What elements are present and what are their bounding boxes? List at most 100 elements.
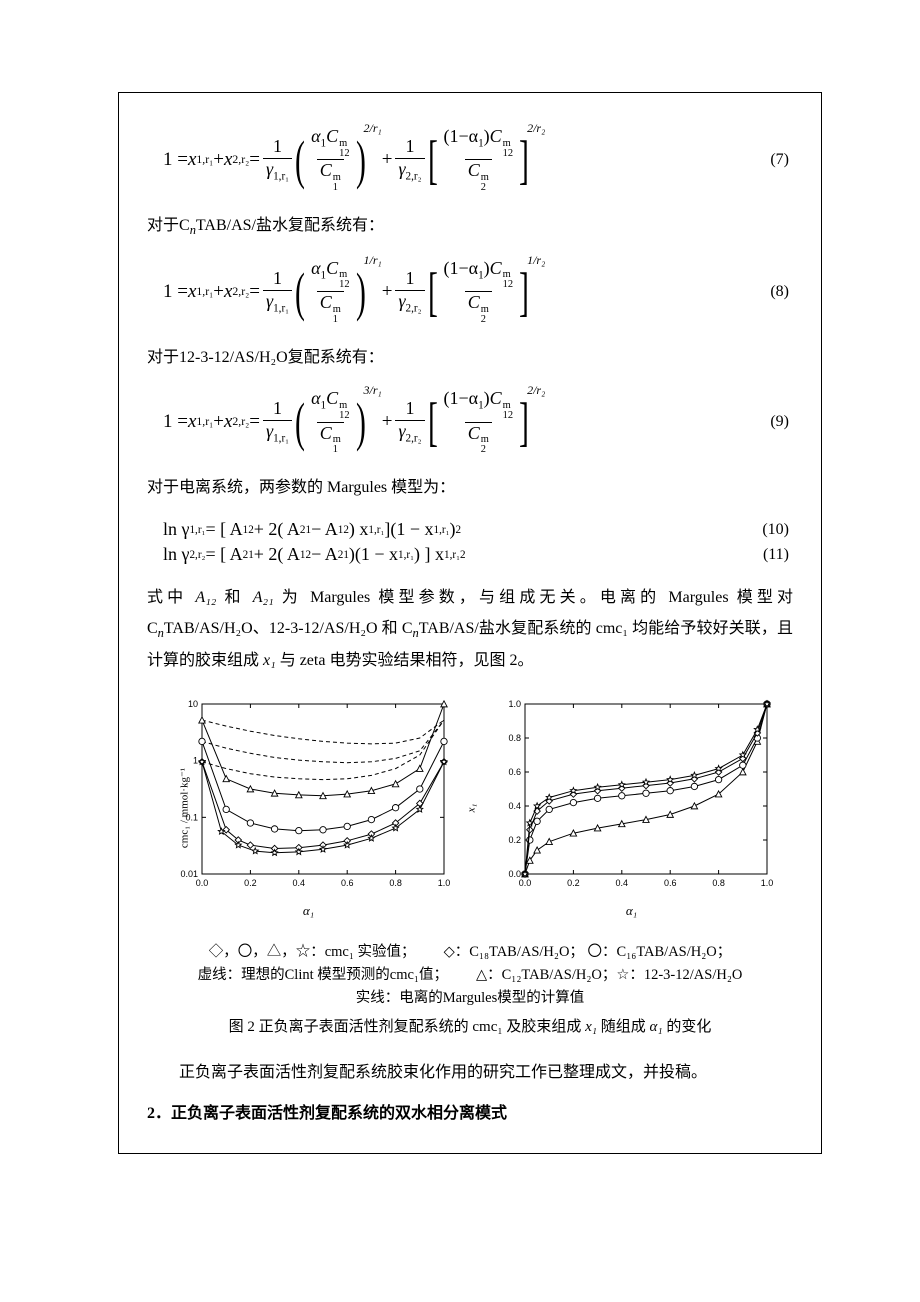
eq8-p1a: α xyxy=(311,258,320,278)
eq9-f1n: 1 xyxy=(270,399,285,420)
p1b: TAB/AS/盐水复配系统有： xyxy=(196,217,384,234)
svg-text:1.0: 1.0 xyxy=(437,878,450,888)
eq7-exp2: 2/r₂ xyxy=(527,121,545,136)
eq7-p2bb: 12 xyxy=(503,149,513,159)
eq11-sq: 2 xyxy=(460,549,466,561)
eq8-pl1: + xyxy=(213,281,224,303)
eq8-x2s: 2,r₂ xyxy=(232,285,249,299)
chart-right-svg: 0.00.20.40.60.81.00.00.20.40.60.81.0 xyxy=(487,696,777,896)
cap-a: 图 2 正负离子表面活性剂复配系统的 cmc₁ 及胶束组成 xyxy=(229,1019,585,1035)
cap-b: 随组成 xyxy=(597,1019,650,1035)
equation-8: 1 = x1,r₁ + x2,r₂ = 1γ1,r₁ ( α1Cm12Cm1 )… xyxy=(147,259,793,325)
page-frame: 1 = x1,r₁ + x2,r₂ = 1 γ1,r₁ ( α1Cm12 Cm1… xyxy=(118,92,822,1154)
eq7-lhs: 1 = xyxy=(163,149,188,171)
figure-2-legend: ◇，〇，△，☆：cmc₁ 实验值； ◇：C₁₈TAB/AS/H₂O； 〇：C₁₆… xyxy=(155,941,785,1011)
eq9-p1bb: 12 xyxy=(339,411,349,421)
svg-text:0.2: 0.2 xyxy=(567,878,580,888)
eq8-p1bb: 12 xyxy=(339,280,349,290)
leg-r1c1: ◇，〇，△，☆：cmc₁ 实验值； xyxy=(195,941,430,964)
eq7-frac2: 1 γ2,r₂ xyxy=(395,137,424,183)
eq7-exp1: 2/r₁ xyxy=(364,121,382,136)
eq10-a: = [ A xyxy=(205,519,242,540)
para-3: 对于电离系统，两参数的 Margules 模型为： xyxy=(147,473,793,503)
svg-text:0.0: 0.0 xyxy=(518,878,531,888)
svg-text:1.0: 1.0 xyxy=(760,878,773,888)
eq7-p1b: C xyxy=(326,126,338,146)
eq7-eq: = xyxy=(249,149,260,171)
eq8-p2b: C xyxy=(490,258,502,278)
eq10-lhs: ln γ xyxy=(163,519,189,540)
eq7-f1-num: 1 xyxy=(270,137,285,158)
eq7-num: (7) xyxy=(729,151,793,169)
svg-text:0.2: 0.2 xyxy=(244,878,257,888)
svg-text:0.01: 0.01 xyxy=(180,869,198,879)
figure-2-charts: cmc₁ / mmol·kg⁻¹ 0.00.20.40.60.81.00.010… xyxy=(147,696,793,919)
p4-A21: A₂₁ xyxy=(253,589,274,606)
eq11-body: ln γ2,r₂ = [ A21 + 2( A12 − A21 )(1 − x1… xyxy=(147,544,729,565)
eq8-e1: 1/r₁ xyxy=(364,253,382,268)
eq8-f1n: 1 xyxy=(270,269,285,290)
eq11-xs2: 1,r₁ xyxy=(444,549,460,561)
eq7-plus1: + xyxy=(213,149,224,171)
eq8-p1db: 1 xyxy=(333,315,341,325)
para-2: 对于12-3-12/AS/H₂O复配系统有： xyxy=(147,343,793,373)
eq9-pl1: + xyxy=(213,411,224,433)
eq7-f2ds: 2,r₂ xyxy=(406,171,422,183)
svg-text:0.4: 0.4 xyxy=(508,801,521,811)
svg-text:0.4: 0.4 xyxy=(292,878,305,888)
eq11-a12: 12 xyxy=(300,549,311,561)
eq11-c: − A xyxy=(311,544,338,565)
cap-c: 的变化 xyxy=(663,1019,712,1035)
svg-text:0.0: 0.0 xyxy=(195,878,208,888)
svg-text:0.2: 0.2 xyxy=(508,835,521,845)
eq8-num: (8) xyxy=(729,283,793,301)
eq8-f2ds: 2,r₂ xyxy=(406,302,422,314)
chart-right-xlabel: α₁ xyxy=(487,903,777,919)
eq9-p2b: C xyxy=(490,388,502,408)
eq7-f1-den: γ1,r₁ xyxy=(263,158,292,183)
eq9-p2a: (1−α xyxy=(444,388,479,408)
eq8-eq: = xyxy=(249,281,260,303)
eq8-p2a: (1−α xyxy=(444,258,479,278)
eq9-x1s: 1,r₁ xyxy=(196,415,213,429)
eq7-p2db: 2 xyxy=(481,183,489,193)
eq10-c: − A xyxy=(311,519,338,540)
eq7-p2b: C xyxy=(490,126,502,146)
eq10-sq: 2 xyxy=(456,524,462,536)
eq10-a12: 12 xyxy=(243,524,254,536)
equation-11: ln γ2,r₂ = [ A21 + 2( A12 − A21 )(1 − x1… xyxy=(147,544,793,565)
eq8-x1: x xyxy=(188,281,196,303)
svg-text:0.6: 0.6 xyxy=(508,767,521,777)
eq7-p2a: (1−α xyxy=(444,126,479,146)
svg-text:0.8: 0.8 xyxy=(712,878,725,888)
eq11-e: ) ] x xyxy=(414,544,444,565)
eq10-e: ](1 − x xyxy=(384,519,433,540)
p4b: 和 xyxy=(216,589,252,606)
eq11-a21: 21 xyxy=(243,549,254,561)
eq10-a21: 21 xyxy=(300,524,311,536)
chart-left-xlabel: α₁ xyxy=(164,903,454,919)
eq8-body: 1 = x1,r₁ + x2,r₂ = 1γ1,r₁ ( α1Cm12Cm1 )… xyxy=(147,259,729,325)
eq9-p1d: C xyxy=(320,423,332,443)
eq11-lhss: 2,r₂ xyxy=(189,549,205,561)
eq9-e2: 2/r₂ xyxy=(527,383,545,398)
para-1: 对于CnTAB/AS/盐水复配系统有： xyxy=(147,211,793,243)
eq7-plus2: + xyxy=(382,149,393,171)
eq7-p2d: C xyxy=(468,160,480,180)
leg-r3: 实线：电离的Margules模型的计算值 xyxy=(342,987,599,1010)
eq9-p2d: C xyxy=(468,423,480,443)
eq10-b: + 2( A xyxy=(254,519,300,540)
eq8-p2d: C xyxy=(468,292,480,312)
eq8-f1ds: 1,r₁ xyxy=(273,302,289,314)
svg-text:1.0: 1.0 xyxy=(508,699,521,709)
eq9-e1: 3/r₁ xyxy=(364,383,382,398)
eq7-x2: x xyxy=(224,149,232,171)
eq9-body: 1 = x1,r₁ + x2,r₂ = 1γ1,r₁ ( α1Cm12Cm1 )… xyxy=(147,389,729,455)
chart-right: x₁ 0.00.20.40.60.81.00.00.20.40.60.81.0 … xyxy=(487,696,777,919)
svg-text:0.6: 0.6 xyxy=(340,878,353,888)
chart-right-ylabel: x₁ xyxy=(465,803,477,812)
eq8-p1d: C xyxy=(320,292,332,312)
clxl: α₁ xyxy=(303,903,314,918)
svg-text:0.4: 0.4 xyxy=(615,878,628,888)
eq7-x1: x xyxy=(188,149,196,171)
